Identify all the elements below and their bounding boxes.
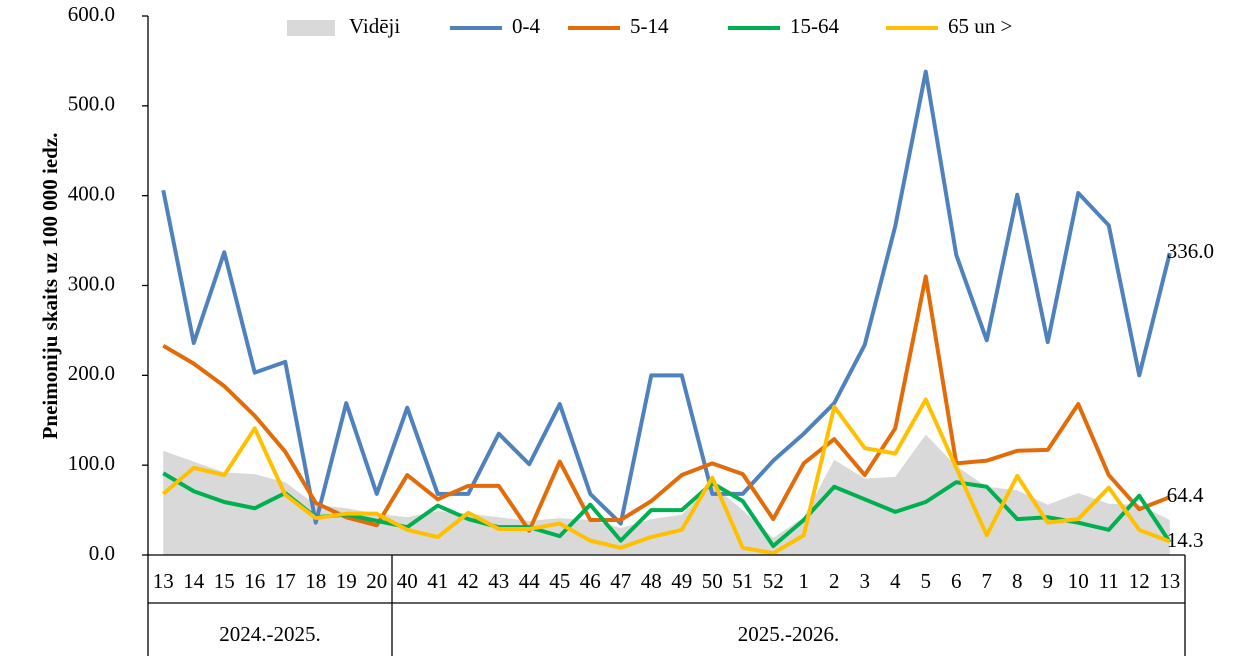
x-tick-label: 18 bbox=[305, 569, 326, 593]
x-tick-label: 10 bbox=[1068, 569, 1089, 593]
x-tick-label: 42 bbox=[458, 569, 479, 593]
x-tick-label: 13 bbox=[153, 569, 174, 593]
legend-label: 65 un > bbox=[948, 14, 1012, 38]
x-tick-label: 50 bbox=[702, 569, 723, 593]
x-tick-label: 2 bbox=[829, 569, 840, 593]
x-tick-label: 8 bbox=[1012, 569, 1023, 593]
y-tick-label: 200.0 bbox=[68, 361, 115, 385]
legend-label: 15-64 bbox=[790, 14, 839, 38]
data-label: 336.0 bbox=[1167, 239, 1214, 263]
legend-label: 0-4 bbox=[512, 14, 540, 38]
y-tick-label: 300.0 bbox=[68, 271, 115, 295]
group-label: 2025.-2026. bbox=[738, 622, 840, 646]
x-tick-label: 40 bbox=[397, 569, 418, 593]
y-axis-title: Pneimoniju skaits uz 100 000 iedz. bbox=[38, 133, 62, 440]
data-label: 14.3 bbox=[1167, 528, 1204, 552]
legend-label: 5-14 bbox=[630, 14, 669, 38]
y-tick-label: 600.0 bbox=[68, 2, 115, 26]
x-tick-label: 3 bbox=[860, 569, 871, 593]
y-tick-label: 100.0 bbox=[68, 451, 115, 475]
x-tick-label: 46 bbox=[580, 569, 601, 593]
x-tick-label: 49 bbox=[671, 569, 692, 593]
x-tick-label: 5 bbox=[921, 569, 932, 593]
x-tick-label: 4 bbox=[890, 569, 901, 593]
x-tick-label: 47 bbox=[610, 569, 631, 593]
x-tick-label: 52 bbox=[763, 569, 784, 593]
x-tick-label: 51 bbox=[732, 569, 753, 593]
x-tick-label: 16 bbox=[244, 569, 265, 593]
x-tick-label: 19 bbox=[336, 569, 357, 593]
x-tick-label: 15 bbox=[214, 569, 235, 593]
y-tick-label: 0.0 bbox=[89, 541, 115, 565]
line bbox=[161, 397, 1171, 556]
legend-label: Vidēji bbox=[349, 14, 400, 38]
x-tick-label: 45 bbox=[549, 569, 570, 593]
x-tick-label: 20 bbox=[366, 569, 387, 593]
data-label: 64.4 bbox=[1167, 483, 1204, 507]
line bbox=[162, 274, 1171, 533]
x-tick-label: 14 bbox=[183, 569, 205, 593]
area bbox=[163, 434, 1170, 555]
line bbox=[161, 69, 1172, 526]
x-tick-label: 17 bbox=[275, 569, 296, 593]
x-tick-label: 1 bbox=[799, 569, 810, 593]
x-tick-label: 41 bbox=[427, 569, 448, 593]
x-tick-label: 13 bbox=[1159, 569, 1180, 593]
x-tick-label: 9 bbox=[1043, 569, 1054, 593]
x-tick-label: 44 bbox=[519, 569, 541, 593]
x-tick-label: 43 bbox=[488, 569, 509, 593]
x-tick-label: 11 bbox=[1099, 569, 1119, 593]
x-tick-label: 6 bbox=[951, 569, 962, 593]
y-tick-label: 500.0 bbox=[68, 92, 115, 116]
group-label: 2024.-2025. bbox=[219, 622, 321, 646]
x-tick-label: 7 bbox=[982, 569, 993, 593]
legend-swatch bbox=[287, 20, 335, 36]
x-tick-label: 12 bbox=[1129, 569, 1150, 593]
x-tick-label: 48 bbox=[641, 569, 662, 593]
y-tick-label: 400.0 bbox=[68, 181, 115, 205]
